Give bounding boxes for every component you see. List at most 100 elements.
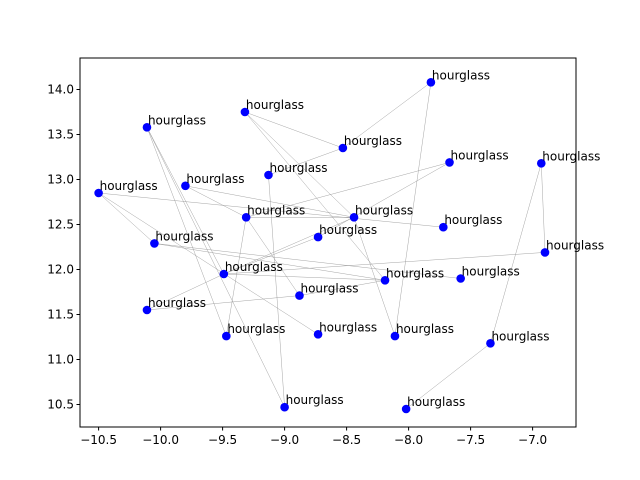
data-point <box>456 274 465 283</box>
edge-line <box>146 127 285 408</box>
data-point <box>390 331 400 341</box>
point-label: hourglass <box>432 68 490 82</box>
point-label: hourglass <box>491 329 549 343</box>
x-tick-label: −7.0 <box>518 433 547 447</box>
point-label: hourglass <box>148 113 206 127</box>
point-label: hourglass <box>319 223 377 237</box>
edge-line <box>185 185 355 218</box>
edge-line <box>223 217 355 275</box>
edge-line <box>299 280 386 296</box>
edge-line <box>541 163 546 253</box>
edge-line <box>394 82 432 337</box>
data-point <box>222 331 231 341</box>
data-point <box>313 232 323 242</box>
point-label: hourglass <box>227 322 285 336</box>
point-label: hourglass <box>542 149 600 163</box>
data-point <box>219 269 229 279</box>
y-tick-label: 11.0 <box>47 353 74 367</box>
point-label: hourglass <box>247 203 305 217</box>
edge-line <box>405 343 491 410</box>
x-tick-label: −7.5 <box>456 433 485 447</box>
point-label: hourglass <box>396 322 454 336</box>
edge-line <box>98 192 444 228</box>
x-axis: −10.5 −10.0 −9.5 −9.0 −8.5 −8.0 −7.5 −7.0 <box>80 427 547 447</box>
point-label: hourglass <box>225 260 283 274</box>
edge-line <box>154 243 461 279</box>
point-label: hourglass <box>546 238 604 252</box>
edge-line <box>223 236 319 275</box>
x-tick-label: −8.0 <box>394 433 423 447</box>
data-point <box>540 248 550 257</box>
point-label: hourglass <box>451 148 509 162</box>
data-point <box>142 123 152 132</box>
edge-line <box>244 111 386 281</box>
point-label: hourglass <box>300 282 358 296</box>
data-point <box>401 404 411 414</box>
point-label: hourglass <box>386 266 444 280</box>
data-point <box>349 213 359 222</box>
point-label: hourglass <box>155 229 213 243</box>
point-label: hourglass <box>407 395 465 409</box>
data-point <box>445 158 454 167</box>
x-tick-label: −8.5 <box>332 433 361 447</box>
y-axis: 10.5 11.0 11.5 12.0 12.5 13.0 13.5 14.0 <box>47 83 80 412</box>
point-label: hourglass <box>269 161 327 175</box>
y-tick-label: 10.5 <box>47 398 74 412</box>
point-label: hourglass <box>286 393 344 407</box>
y-tick-label: 12.0 <box>47 263 74 277</box>
edge-line <box>223 252 546 275</box>
edge-line <box>342 82 432 149</box>
data-point <box>181 181 190 191</box>
point-label: hourglass <box>319 320 377 334</box>
y-tick-label: 11.5 <box>47 308 74 322</box>
edge-line <box>268 174 285 408</box>
edge-line <box>185 185 247 218</box>
edge-line <box>490 163 542 344</box>
data-point <box>264 170 273 180</box>
point-label: hourglass <box>344 134 402 148</box>
x-tick-label: −10.5 <box>80 433 117 447</box>
edge-line <box>98 192 155 244</box>
edge-line <box>154 243 386 281</box>
x-tick-label: −10.0 <box>142 433 179 447</box>
data-point <box>142 305 152 315</box>
data-point <box>380 276 390 285</box>
x-tick-label: −9.0 <box>270 433 299 447</box>
point-label: hourglass <box>355 203 413 217</box>
point-label: hourglass <box>100 179 158 193</box>
data-point <box>486 339 495 348</box>
y-tick-label: 13.0 <box>47 173 74 187</box>
plot-frame <box>79 57 577 428</box>
x-tick-label: −9.5 <box>208 433 237 447</box>
edge-line <box>146 127 225 275</box>
data-point <box>280 402 289 412</box>
edge-line <box>353 217 396 337</box>
edge-layer <box>98 82 546 410</box>
edge-line <box>146 127 227 337</box>
edge-line <box>245 217 300 296</box>
data-point <box>94 188 103 198</box>
edge-line <box>246 162 450 218</box>
data-point <box>426 78 436 87</box>
edge-line <box>146 295 300 311</box>
data-point <box>295 291 304 300</box>
point-label-layer: hourglass hourglass hourglass hourglass hour… <box>100 68 604 409</box>
point-label: hourglass <box>246 98 304 112</box>
y-tick-label: 13.5 <box>47 128 74 142</box>
point-layer <box>94 78 550 414</box>
edge-line <box>146 273 224 311</box>
edge-line <box>226 217 247 337</box>
data-point <box>536 159 546 168</box>
data-point <box>439 222 448 232</box>
data-point <box>240 107 250 117</box>
point-label: hourglass <box>186 172 244 186</box>
point-label: hourglass <box>444 213 502 227</box>
edge-line <box>244 111 355 218</box>
edge-line <box>268 147 343 176</box>
point-label: hourglass <box>148 296 206 310</box>
point-label: hourglass <box>462 265 520 279</box>
edge-line <box>244 111 343 149</box>
y-tick-label: 12.5 <box>47 218 74 232</box>
edge-line <box>317 162 450 238</box>
